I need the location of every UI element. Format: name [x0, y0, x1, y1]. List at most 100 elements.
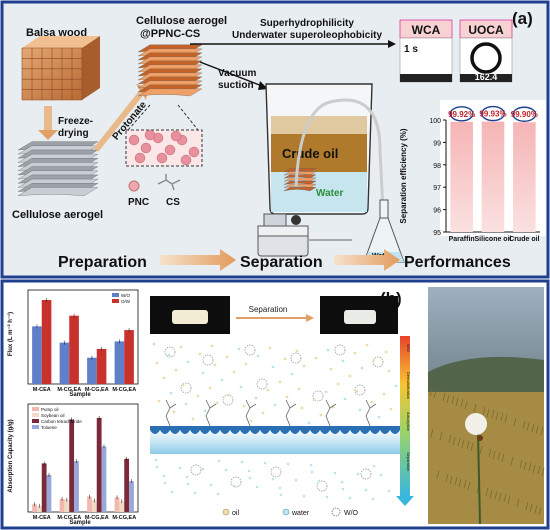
dandelion-head	[465, 413, 487, 435]
uoca-value: 162.4	[475, 72, 498, 82]
step-preparation: Preparation	[58, 254, 147, 271]
step-arrow-1	[160, 249, 236, 271]
legend-label: W/O	[121, 293, 130, 298]
legend-water: water	[291, 510, 310, 517]
chart-bar	[59, 498, 65, 512]
process-bar	[400, 336, 410, 496]
chart-bar	[114, 497, 120, 512]
legend-label: Soybean oil	[41, 413, 65, 418]
efficiency-label-ring	[481, 105, 505, 122]
legend-oil: oil	[232, 510, 239, 517]
chart-bar	[32, 504, 37, 512]
pnc-cs-inset	[125, 129, 203, 167]
balsa-wood-block	[21, 36, 100, 101]
vacuum-label-2: suction	[218, 80, 254, 91]
legend-label: O/W	[121, 299, 131, 304]
absorption-chart: Absorption Capacity (g/g) Sample M-CEA M-…	[8, 403, 139, 526]
legend-swatch	[112, 299, 119, 303]
sponge-after	[344, 310, 376, 324]
step-separation: Separation	[240, 254, 323, 271]
chart-category-label: M-CG,EA	[112, 515, 136, 521]
water-legend-icon	[282, 508, 290, 516]
efficiency-bar	[450, 121, 473, 232]
efficiency-ytick-label: 95	[433, 230, 441, 237]
oil-legend-icon	[222, 508, 230, 516]
chart-category-label: M-CG,EA	[85, 387, 109, 393]
suction-tube	[294, 98, 386, 231]
efficiency-category-label: Crude oil	[509, 236, 539, 243]
chart-category-label: M-CG,EA	[57, 387, 81, 393]
legend-pnc: PNC	[128, 197, 149, 208]
product-label-2: @PPNC-CS	[140, 28, 200, 40]
efficiency-ytick-label: 96	[433, 208, 441, 215]
cs-icon	[157, 174, 181, 191]
step-performances: Performances	[404, 254, 511, 271]
efficiency-ylabel: Separation efficiency (%)	[399, 128, 408, 223]
legend-swatch	[32, 425, 39, 429]
chart-bar	[69, 315, 79, 384]
chart-bar	[69, 419, 75, 512]
flux-xlabel: Sample	[69, 392, 91, 398]
legend-swatch	[112, 293, 119, 297]
orange-aerogel-block	[137, 44, 203, 97]
membrane-wave	[150, 426, 410, 434]
chart-category-label: M-CG,EA	[112, 387, 136, 393]
chart-category-label: M-CG,EA	[57, 515, 81, 521]
efficiency-data-label: 99.92%	[448, 110, 475, 119]
efficiency-ytick-label: 97	[433, 185, 441, 192]
sponge-before	[172, 310, 208, 324]
property-1: Superhydrophilicity	[260, 18, 354, 29]
crude-oil-label: Crude oil	[282, 146, 338, 161]
chart-bar	[119, 501, 125, 512]
chart-bar	[87, 357, 97, 384]
chart-bar	[46, 474, 52, 512]
chart-category-label: M-CEA	[33, 387, 51, 393]
down-arrow-icon	[38, 106, 58, 140]
property-arrow-icon	[190, 40, 396, 48]
wca-panel: WCA 1 s	[399, 19, 453, 83]
freeze-label-2: drying	[58, 128, 89, 139]
chart-bar	[59, 342, 70, 384]
side-label-wo: W/O	[406, 344, 411, 352]
chart-bar	[114, 341, 125, 384]
efficiency-chart: Separation efficiency (%) 95 96 97 98 99 100 9…	[399, 100, 546, 243]
submerged-aerogel	[283, 168, 317, 192]
efficiency-label-ring	[449, 106, 474, 122]
efficiency-bar	[481, 121, 505, 232]
chart-bar	[41, 300, 52, 384]
chart-bar	[41, 463, 47, 512]
wca-value: 1 s	[404, 44, 418, 55]
side-label-demulsification: Demulsification	[406, 372, 411, 399]
panel-a-label: (a)	[512, 9, 533, 28]
legend-cs: CS	[166, 197, 180, 208]
vacuum-pump-icon	[257, 213, 309, 257]
process-arrow-icon	[396, 496, 414, 506]
beaker: Crude oil Water	[265, 83, 373, 215]
legend-label: Pump oil	[41, 407, 59, 412]
legend-label: Toluene	[41, 425, 57, 430]
chart-bar	[124, 330, 134, 384]
chart-bar	[129, 481, 134, 512]
chart-bar	[96, 348, 107, 384]
aerogel-label: Cellulose aerogel	[12, 209, 103, 221]
efficiency-category-label: Silicone oil	[475, 236, 512, 243]
flux-chart: Flux (L m⁻² h⁻¹) Sample M-CEA M-CG,EA M-CG…	[7, 289, 139, 398]
chart-bar	[87, 496, 92, 512]
dandelion-photo	[428, 287, 545, 525]
vacuum-label-1: Vacuum	[218, 68, 256, 79]
product-label-1: Cellulose aerogel	[136, 15, 227, 27]
legend-swatch	[32, 419, 39, 423]
legend-swatch	[32, 407, 39, 411]
absorption-ylabel: Absorption Capacity (g/g)	[8, 419, 14, 492]
efficiency-bar	[513, 122, 536, 232]
chart-bar	[91, 500, 97, 512]
efficiency-data-label: 99.93%	[479, 110, 506, 119]
separation-label: Separation	[249, 305, 288, 314]
chart-bar	[124, 458, 130, 512]
chart-bar	[101, 446, 107, 512]
efficiency-category-label: Paraffin	[449, 236, 475, 243]
uoca-title: UOCA	[468, 23, 504, 37]
efficiency-data-label: 99.90%	[511, 110, 538, 119]
uoca-panel: UOCA 162.4	[459, 19, 513, 83]
